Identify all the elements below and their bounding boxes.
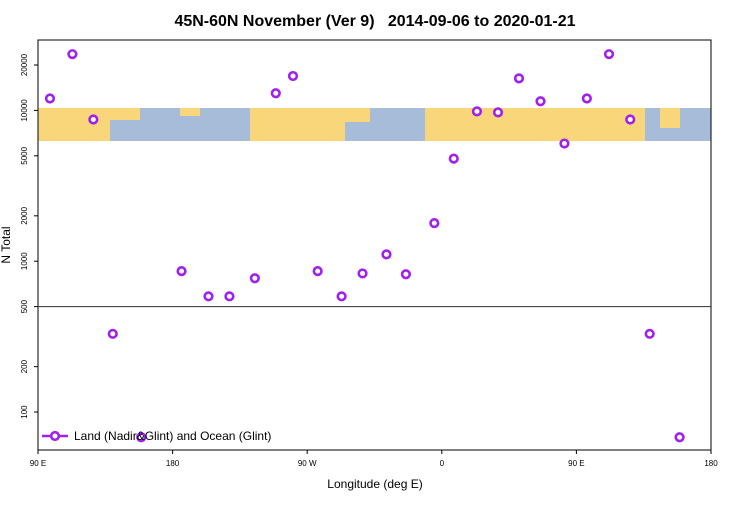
point [559, 138, 570, 149]
point [203, 291, 214, 302]
land [250, 108, 345, 141]
map-strip [38, 108, 711, 141]
point [357, 268, 368, 279]
point [287, 70, 299, 82]
legend-label: Land (Nadir&Glint) and Ocean (Glint) [74, 429, 271, 443]
point [270, 88, 281, 99]
x-tick-label: 0 [440, 459, 445, 468]
point [67, 49, 78, 60]
x-tick-label: 180 [704, 459, 718, 468]
point [107, 328, 118, 339]
y-tick-label: 200 [20, 359, 29, 373]
point [625, 114, 636, 125]
x-axis-label: Longitude (deg E) [327, 477, 422, 491]
point [429, 217, 440, 229]
point [136, 432, 147, 443]
point [400, 269, 412, 280]
land [660, 108, 680, 128]
y-tick-label: 500 [20, 299, 29, 313]
point [674, 432, 685, 443]
point [492, 107, 504, 118]
y-tick-label: 1000 [20, 252, 29, 270]
y-axis-label: N Total [0, 226, 13, 263]
land [38, 108, 110, 141]
land [180, 108, 200, 116]
point [336, 291, 347, 302]
y-tick-label: 5000 [20, 146, 29, 164]
land [345, 108, 370, 122]
x-tick-label: 180 [166, 459, 180, 468]
point [603, 49, 615, 60]
point [88, 114, 99, 125]
x-tick-label: 90 E [30, 459, 46, 468]
point [381, 249, 392, 260]
point [471, 106, 483, 117]
point [644, 328, 655, 339]
legend-marker [49, 430, 61, 442]
point [513, 73, 525, 84]
point [535, 96, 546, 107]
y-tick-label: 100 [20, 405, 29, 419]
point [312, 265, 323, 277]
point [581, 93, 592, 104]
y-tick-label: 10000 [20, 99, 29, 122]
land [485, 108, 645, 141]
point [224, 291, 235, 302]
chart-title: 45N-60N November (Ver 9) 2014-09-06 to 2… [174, 13, 575, 30]
plot-frame [37, 39, 712, 451]
point [176, 265, 187, 277]
point [44, 93, 56, 104]
point [249, 273, 260, 284]
x-tick-label: 90 E [568, 459, 584, 468]
point [448, 153, 459, 164]
y-tick-label: 20000 [20, 53, 29, 76]
land [110, 108, 140, 120]
y-tick-label: 2000 [20, 206, 29, 224]
x-tick-label: 90 W [298, 459, 317, 468]
